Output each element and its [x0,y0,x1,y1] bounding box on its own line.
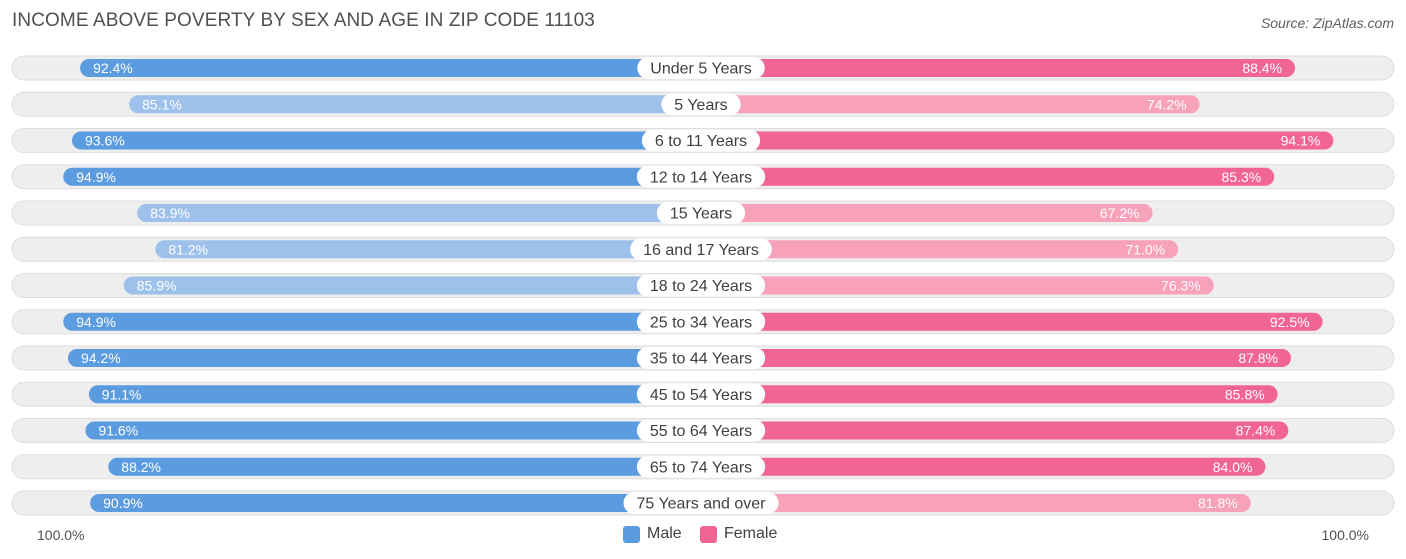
legend-female-swatch [700,525,717,543]
female-value-label: 71.0% [1125,241,1165,257]
legend-female: Female [700,523,777,545]
male-value-label: 91.6% [98,423,138,439]
male-value-label: 93.6% [85,133,125,149]
female-value-label: 87.4% [1236,423,1276,439]
female-bar [701,349,1292,367]
category-label: 16 and 17 Years [643,242,759,259]
female-bar [701,276,1214,295]
female-value-label: 84.0% [1213,459,1253,475]
category-label: 25 to 34 Years [650,314,752,331]
male-bar [129,95,702,114]
male-value-label: 85.9% [137,278,177,294]
male-value-label: 92.4% [93,60,133,76]
category-pill [661,93,741,116]
male-value-label: 83.9% [150,205,190,221]
category-pill [636,419,766,442]
male-bar [88,385,702,404]
male-value-label: 94.2% [81,350,121,366]
female-value-label: 85.8% [1225,386,1265,402]
female-value-label: 88.4% [1242,60,1282,76]
legend-male: Male [623,523,682,545]
male-bar [90,494,702,512]
axis-right-label: 100.0% [1321,527,1369,543]
category-pill [636,347,766,369]
female-value-label: 87.8% [1238,350,1278,366]
legend-male-swatch [623,525,640,543]
female-bar [701,457,1266,476]
axis-left-label: 100.0% [37,527,85,543]
female-bar [701,167,1275,186]
category-label: 6 to 11 Years [655,133,747,150]
category-pill [637,57,765,79]
male-value-label: 85.1% [142,96,182,112]
male-bar [80,59,701,77]
female-value-label: 74.2% [1147,96,1187,112]
female-value-label: 92.5% [1270,314,1310,330]
female-bar [701,204,1153,222]
female-value-label: 76.3% [1161,278,1201,294]
category-label: 45 to 54 Years [650,387,752,404]
male-value-label: 88.2% [121,459,161,475]
category-pill [636,455,766,478]
female-bar [701,421,1289,440]
male-bar [85,421,701,440]
male-bar [155,240,701,259]
male-value-label: 81.2% [168,241,208,257]
female-value-label: 81.8% [1198,495,1238,511]
diverging-bar-chart: 92.4% 88.4% Under 5 Years 85.1% 74.2% 5 Years… [11,55,1395,516]
category-pill [641,129,761,152]
legend-female-label: Female [724,525,778,542]
female-bar [701,131,1334,150]
male-bar [63,167,702,186]
male-bar [137,204,701,222]
male-value-label: 94.9% [76,169,116,185]
female-bar [701,494,1251,512]
category-pill [630,238,772,261]
category-pill [636,383,766,406]
category-pill [623,492,779,514]
category-label: 35 to 44 Years [650,351,752,368]
female-value-label: 85.3% [1222,169,1262,185]
female-bar [701,385,1278,404]
female-bar [701,95,1200,114]
male-bar [63,312,702,331]
category-label: Under 5 Years [650,61,751,78]
category-pill [636,310,766,333]
male-value-label: 94.9% [76,314,116,330]
category-pill [636,274,766,297]
category-pill [636,165,766,188]
category-label: 75 Years and over [637,496,767,513]
legend: Male Female [0,523,1406,545]
female-bar [701,312,1323,331]
legend-male-label: Male [647,525,682,542]
category-label: 18 to 24 Years [650,278,752,295]
category-label: 5 Years [674,97,727,114]
female-value-label: 67.2% [1100,205,1140,221]
female-bar [701,240,1179,259]
male-value-label: 91.1% [102,386,142,402]
source-credit: Source: ZipAtlas.com [1260,15,1394,31]
category-label: 15 Years [670,206,732,223]
male-value-label: 90.9% [103,495,143,511]
female-value-label: 94.1% [1281,133,1321,149]
male-bar [123,276,701,295]
chart-title: INCOME ABOVE POVERTY BY SEX AND AGE IN Z… [12,10,595,31]
category-label: 55 to 64 Years [650,423,752,440]
male-bar [108,457,701,476]
male-bar [67,349,701,367]
category-label: 65 to 74 Years [650,459,752,476]
category-pill [656,202,746,224]
female-bar [701,59,1296,77]
male-bar [72,131,702,150]
category-label: 12 to 14 Years [650,169,752,186]
